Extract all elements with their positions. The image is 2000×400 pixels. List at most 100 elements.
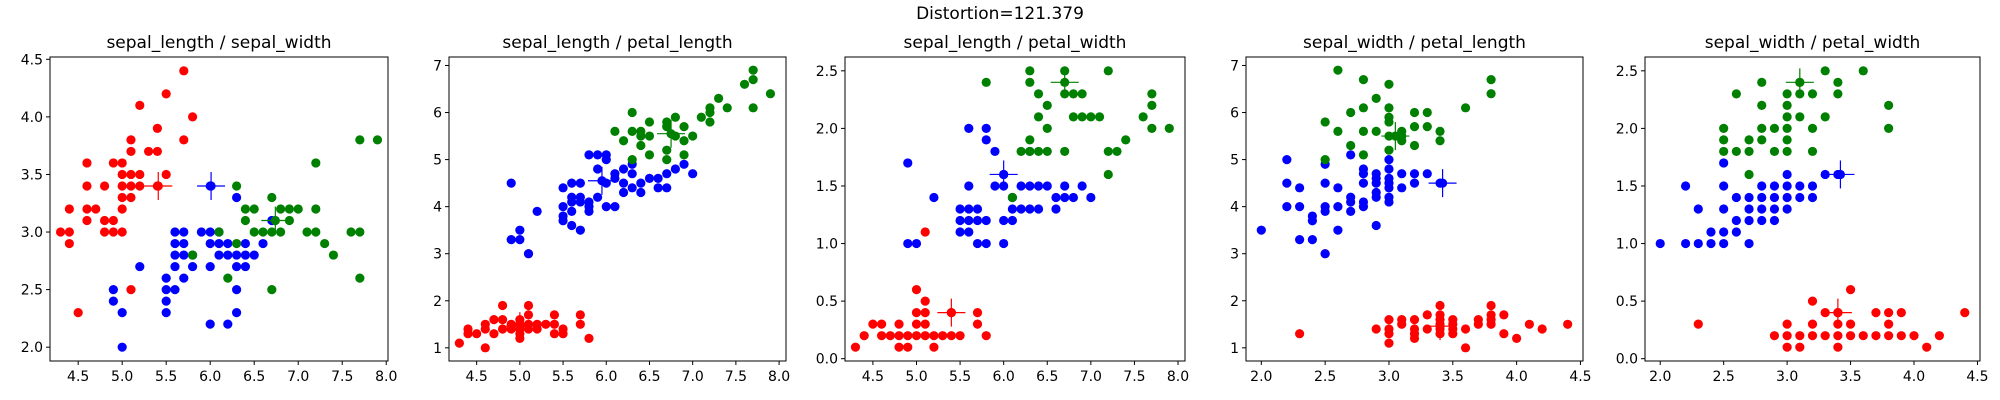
data-point: [679, 159, 689, 169]
data-point: [1769, 215, 1780, 226]
data-point: [575, 225, 585, 235]
data-point: [1422, 169, 1432, 179]
centroid-marker: [1381, 122, 1410, 151]
data-point: [1320, 202, 1330, 212]
data-point: [1693, 319, 1703, 329]
data-point: [1346, 192, 1356, 202]
y-tick-label: 2: [433, 294, 442, 310]
data-point: [1858, 331, 1868, 341]
data-point: [99, 215, 110, 226]
data-point: [894, 319, 904, 329]
data-point: [662, 117, 672, 127]
data-point: [1384, 338, 1394, 348]
data-point: [1731, 146, 1741, 157]
data-point: [1731, 89, 1741, 99]
data-point: [1486, 310, 1496, 320]
data-point: [1537, 324, 1547, 334]
y-tick-label: 0.0: [816, 352, 838, 368]
data-point: [170, 227, 180, 237]
data-point: [1320, 178, 1330, 188]
data-point: [489, 314, 499, 325]
data-point: [1422, 310, 1432, 320]
data-point: [911, 238, 922, 249]
x-tick-label: 5.5: [552, 369, 574, 385]
x-tick-label: 7.0: [682, 369, 704, 385]
data-point: [82, 215, 92, 226]
data-point: [1409, 107, 1420, 118]
data-point: [1769, 181, 1780, 191]
data-point: [972, 215, 983, 226]
data-point: [920, 308, 930, 318]
data-point: [1807, 89, 1818, 99]
data-point: [187, 250, 198, 260]
data-point: [82, 158, 92, 168]
data-point: [627, 126, 637, 136]
data-point: [575, 192, 585, 202]
data-point: [990, 181, 1000, 191]
data-point: [232, 261, 242, 272]
data-point: [1719, 135, 1729, 145]
data-point: [1757, 123, 1767, 133]
data-point: [1358, 164, 1369, 174]
data-point: [497, 300, 508, 311]
data-point: [636, 187, 646, 198]
data-point: [714, 93, 724, 104]
y-tick-label: 3: [1230, 247, 1239, 263]
data-point: [1807, 319, 1818, 329]
data-point: [1333, 202, 1343, 212]
data-point: [126, 192, 136, 203]
data-point: [1007, 192, 1017, 203]
data-point: [618, 136, 629, 146]
data-point: [1371, 187, 1381, 198]
data-point: [1138, 112, 1148, 122]
y-tick-label: 2.0: [1616, 121, 1638, 137]
data-point: [302, 227, 312, 237]
data-point: [662, 169, 672, 179]
data-point: [1719, 146, 1729, 157]
data-point: [1909, 331, 1919, 341]
centroid-marker: [261, 206, 290, 235]
data-point: [1060, 181, 1070, 191]
data-point: [644, 117, 655, 127]
data-point: [1486, 89, 1496, 99]
x-tick-label: 6.5: [638, 369, 660, 385]
data-point: [1884, 319, 1894, 329]
data-point: [972, 319, 983, 329]
data-point: [1782, 331, 1792, 341]
x-tick-label: 4.5: [1966, 369, 1988, 385]
data-point: [1371, 93, 1381, 104]
data-point: [240, 215, 251, 226]
data-point: [1719, 181, 1729, 191]
data-point: [955, 227, 965, 237]
data-point: [1025, 204, 1035, 214]
data-point: [981, 123, 991, 133]
data-point: [1358, 178, 1369, 188]
y-tick-label: 7: [433, 58, 442, 74]
data-point: [1782, 342, 1792, 352]
data-point: [1147, 89, 1157, 99]
axes-frame: [49, 56, 389, 362]
data-point: [955, 215, 965, 226]
data-point: [1757, 181, 1767, 191]
x-tick-label: 8.0: [375, 369, 397, 385]
y-tick-label: 6: [433, 106, 442, 122]
data-point: [1706, 238, 1716, 249]
data-point: [205, 227, 215, 237]
data-point: [249, 250, 259, 260]
y-tick-label: 1: [1230, 341, 1239, 357]
data-point: [126, 135, 136, 145]
data-point: [1051, 192, 1061, 203]
data-point: [981, 215, 991, 226]
data-point: [929, 192, 939, 203]
data-point: [1769, 123, 1780, 133]
data-point: [1077, 181, 1087, 191]
x-tick-label: 8.0: [768, 369, 790, 385]
y-tick-label: 2.0: [21, 340, 43, 356]
y-tick-label: 3.5: [21, 167, 43, 183]
data-point: [748, 74, 758, 85]
data-point: [1295, 234, 1305, 245]
data-point: [232, 181, 242, 191]
data-point: [1807, 181, 1818, 191]
data-point: [894, 342, 904, 352]
data-point: [653, 183, 663, 193]
